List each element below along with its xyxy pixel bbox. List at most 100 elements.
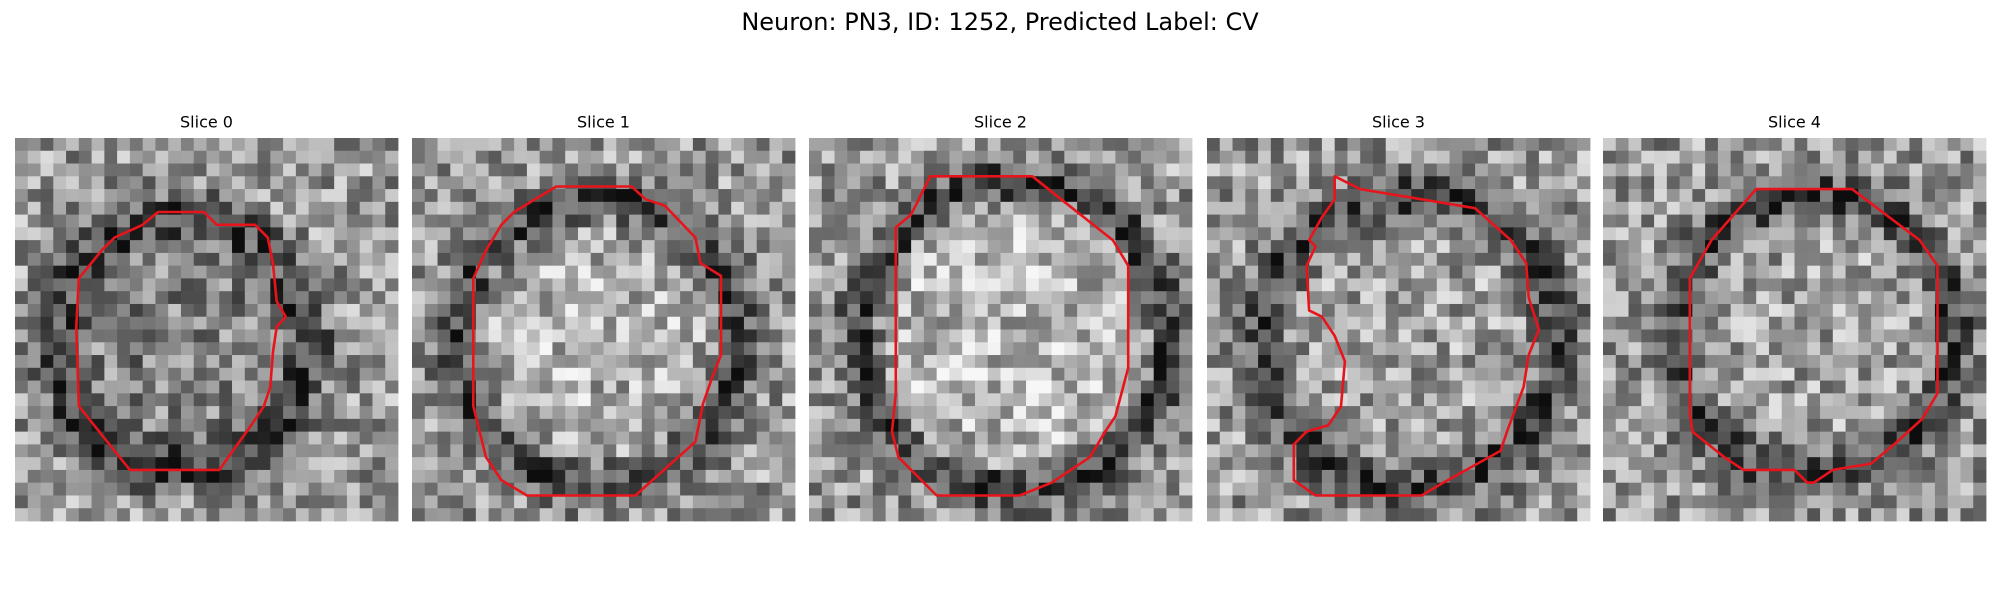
pixel <box>1526 495 1540 509</box>
pixel <box>616 227 630 241</box>
pixel <box>283 163 297 177</box>
pixel <box>1283 278 1297 292</box>
pixel <box>1102 406 1116 420</box>
pixel <box>1883 393 1898 407</box>
pixel <box>155 431 169 445</box>
pixel <box>1845 240 1859 254</box>
pixel <box>1051 418 1065 433</box>
pixel <box>1270 265 1284 279</box>
pixel <box>1564 469 1578 484</box>
pixel <box>385 291 399 305</box>
pixel <box>1820 201 1834 215</box>
pixel <box>1102 138 1116 152</box>
pixel <box>488 355 502 369</box>
pixel <box>1385 482 1399 496</box>
pixel <box>1692 393 1706 407</box>
pixel <box>923 291 938 305</box>
pixel <box>629 444 643 458</box>
pixel <box>1449 457 1463 471</box>
pixel <box>1705 214 1719 228</box>
pixel <box>1973 367 1987 381</box>
pixel <box>27 163 41 177</box>
pixel <box>1166 508 1180 522</box>
pixel <box>501 150 515 164</box>
pixel <box>1475 265 1489 279</box>
pixel <box>898 431 912 445</box>
pixel <box>590 406 604 420</box>
pixel <box>412 342 426 356</box>
pixel <box>129 431 144 445</box>
pixel <box>1360 316 1374 330</box>
pixel <box>1922 508 1936 522</box>
pixel <box>680 176 694 190</box>
pixel <box>1258 138 1272 152</box>
pixel <box>1347 227 1361 241</box>
pixel <box>974 291 989 305</box>
pixel <box>590 227 604 241</box>
pixel <box>756 252 770 267</box>
pixel <box>1705 176 1719 190</box>
pixel <box>1347 201 1361 215</box>
pixel <box>731 406 745 420</box>
pixel <box>1000 457 1014 471</box>
pixel <box>974 355 989 369</box>
pixel <box>1283 508 1297 522</box>
pixel <box>526 431 541 445</box>
pixel <box>78 214 92 228</box>
pixel <box>1487 189 1502 203</box>
pixel <box>1577 431 1591 445</box>
pixel <box>1526 189 1540 203</box>
pixel <box>962 316 976 330</box>
pixel <box>359 495 373 509</box>
pixel <box>463 444 477 458</box>
pixel <box>346 457 361 471</box>
pixel <box>1013 431 1027 445</box>
pixel <box>1321 431 1336 445</box>
pixel <box>1219 393 1233 407</box>
pixel <box>1102 252 1116 267</box>
pixel <box>1960 138 1974 152</box>
pixel <box>1398 418 1412 433</box>
pixel <box>117 214 131 228</box>
pixel <box>219 303 233 318</box>
pixel <box>1743 265 1757 279</box>
pixel <box>847 380 861 394</box>
pixel <box>514 189 528 203</box>
pixel <box>66 214 80 228</box>
pixel <box>1334 138 1348 152</box>
pixel <box>1603 214 1617 228</box>
pixel <box>27 444 41 458</box>
pixel <box>718 252 732 267</box>
pixel <box>769 329 783 343</box>
pixel <box>475 189 489 203</box>
pixel <box>705 469 719 484</box>
pixel <box>1245 291 1259 305</box>
pixel <box>718 393 732 407</box>
pixel <box>756 406 770 420</box>
pixel <box>1500 291 1514 305</box>
pixel <box>1436 291 1450 305</box>
pixel <box>1296 214 1310 228</box>
pixel <box>1026 265 1040 279</box>
pixel <box>283 393 297 407</box>
pixel <box>1679 240 1693 254</box>
pixel <box>834 316 848 330</box>
pixel <box>15 482 29 496</box>
pixel <box>962 380 976 394</box>
pixel <box>847 469 861 484</box>
pixel <box>1768 189 1783 203</box>
pixel <box>1270 457 1284 471</box>
pixel <box>412 201 426 215</box>
pixel <box>168 265 182 279</box>
pixel <box>244 150 258 164</box>
pixel <box>692 189 707 203</box>
pixel <box>1475 176 1489 190</box>
pixel <box>692 495 707 509</box>
pixel <box>1973 469 1987 484</box>
pixel <box>1666 406 1680 420</box>
pixel <box>1140 418 1155 433</box>
pixel <box>641 457 655 471</box>
pixel <box>1705 393 1719 407</box>
pixel <box>1487 163 1502 177</box>
pixel <box>885 457 899 471</box>
